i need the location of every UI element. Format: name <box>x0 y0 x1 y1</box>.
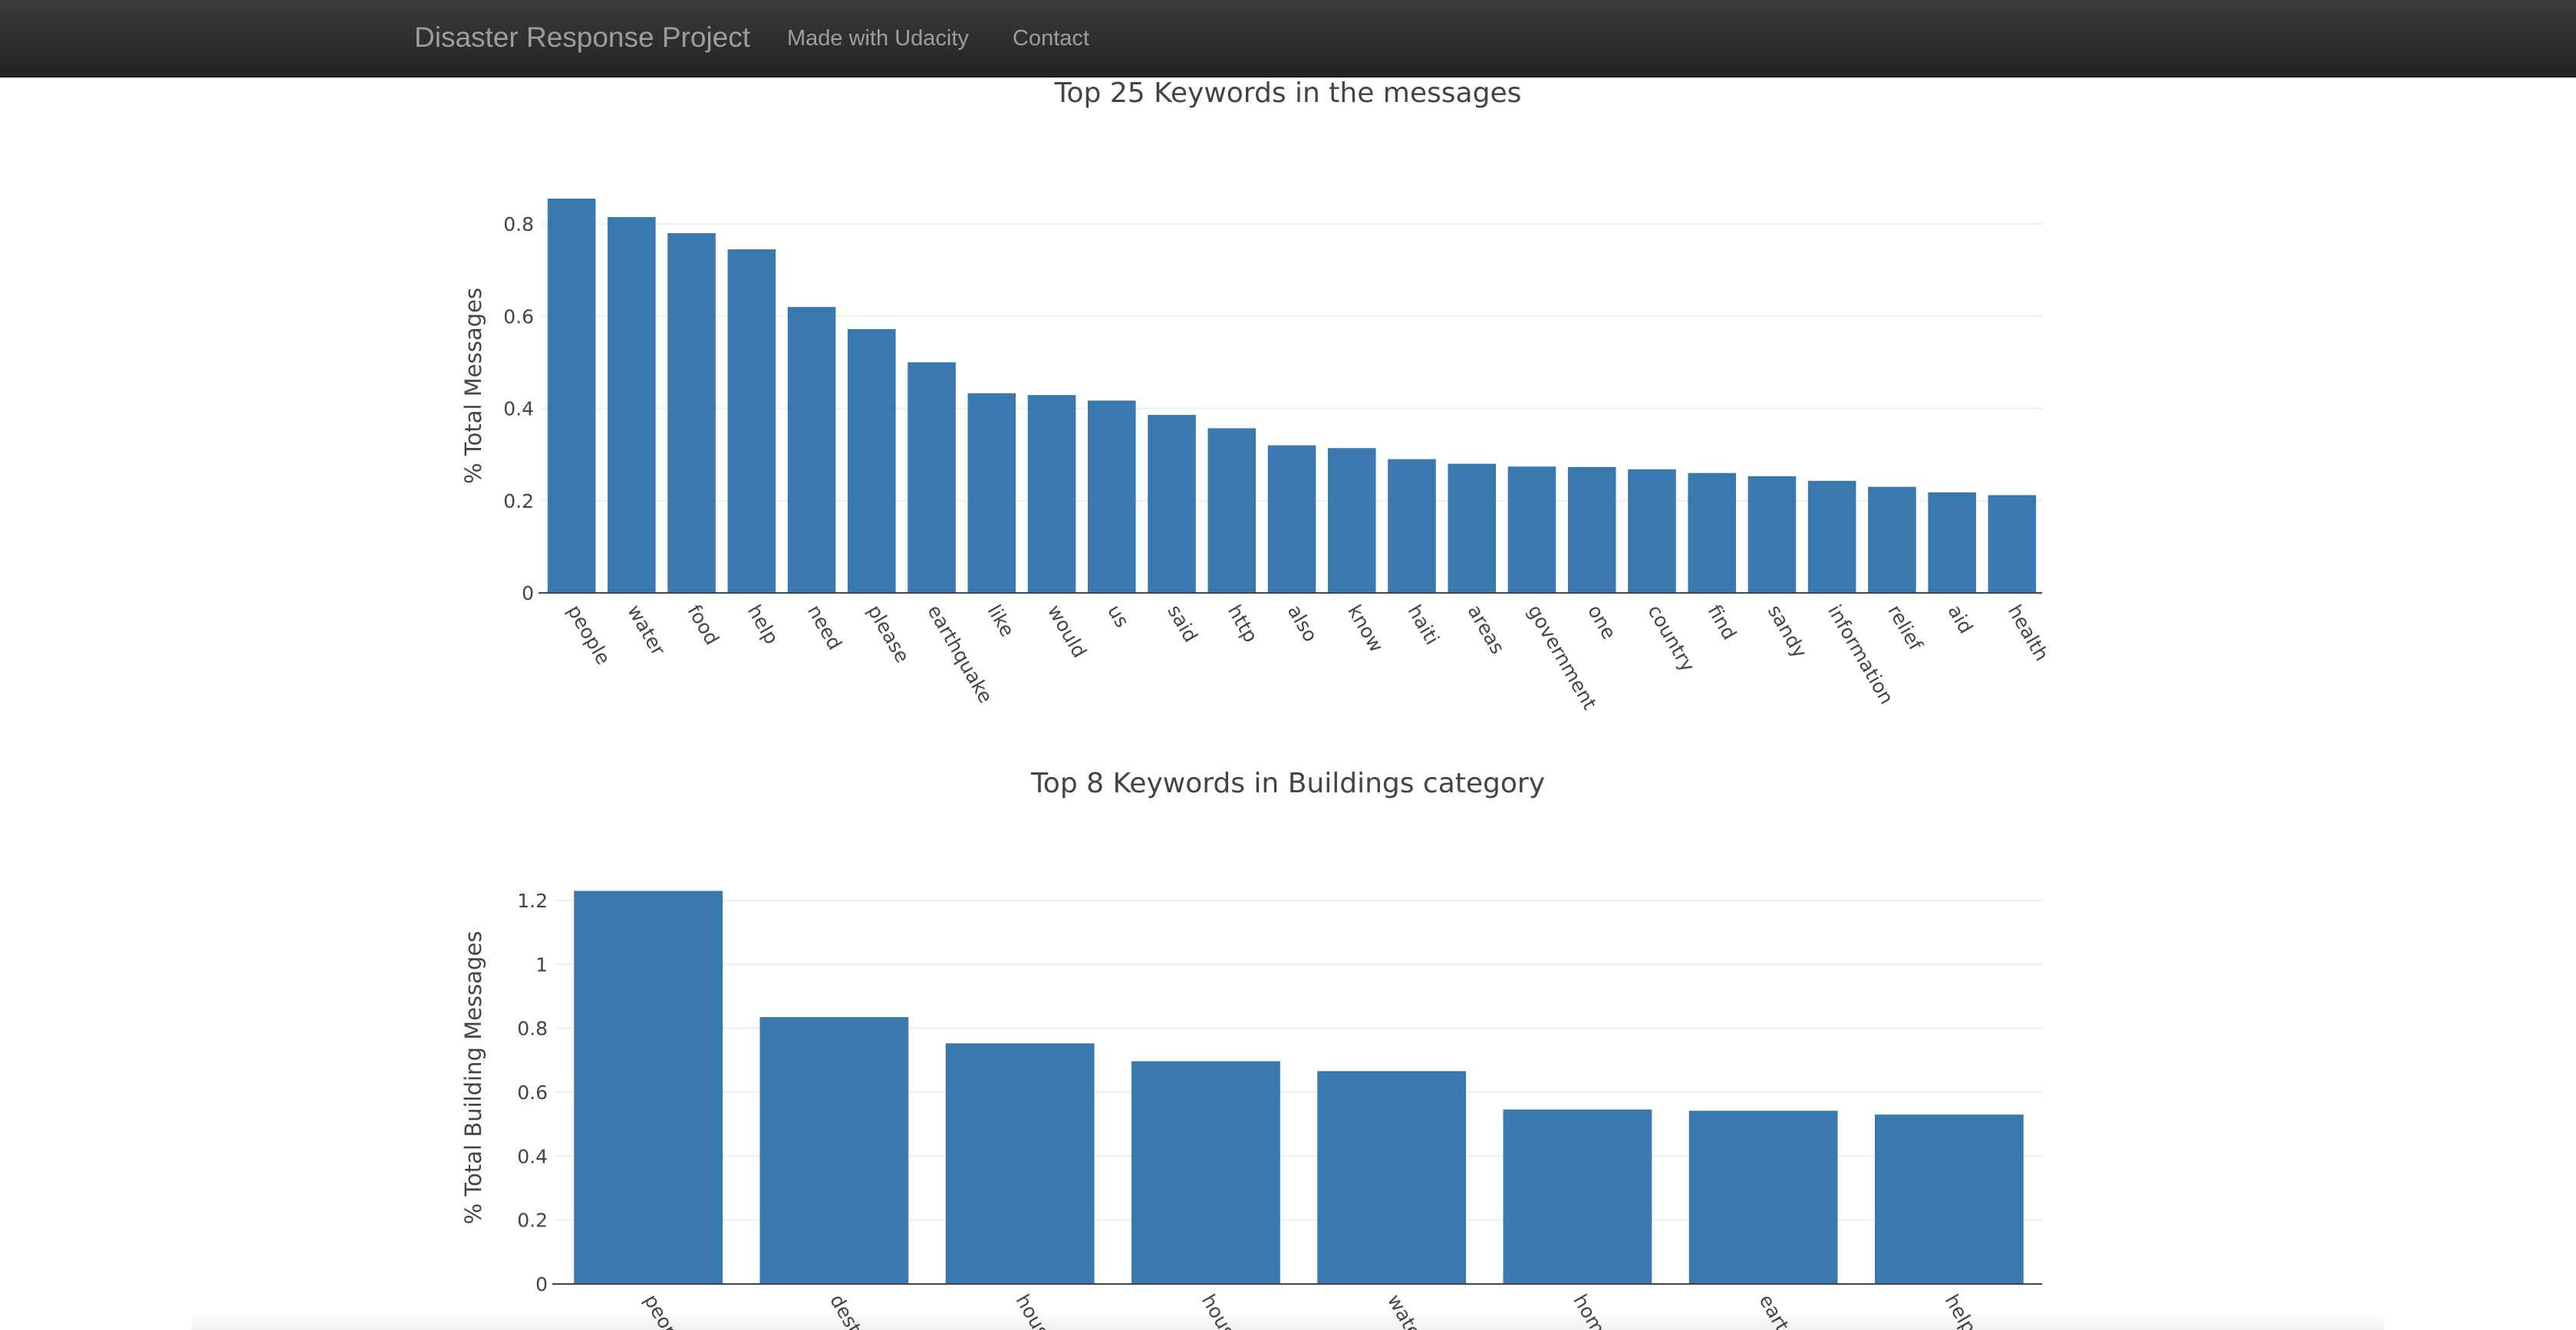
bar-please[interactable] <box>848 329 896 593</box>
x-tick-label: aid <box>1943 601 1977 638</box>
x-tick-label: food <box>683 601 723 649</box>
bar-hous[interactable] <box>945 1043 1095 1284</box>
brand-link[interactable]: Disaster Response Project <box>414 21 751 53</box>
x-tick-label: please <box>863 601 914 667</box>
bar-sandy[interactable] <box>1748 476 1797 593</box>
bars <box>574 891 2024 1285</box>
x-tick-label: country <box>1643 601 1699 676</box>
y-tick-label: 0.4 <box>517 1145 548 1167</box>
x-tick-label: water <box>623 601 670 660</box>
y-tick-labels: 0 0.2 0.4 0.6 0.8 <box>503 213 534 604</box>
bar-one[interactable] <box>1567 466 1616 593</box>
x-tick-label: one <box>1583 601 1620 644</box>
bar-need[interactable] <box>787 307 836 593</box>
y-tick-label: 0 <box>522 582 534 604</box>
y-tick-label: 0.8 <box>517 1018 548 1040</box>
bar-said[interactable] <box>1148 414 1196 593</box>
y-tick-label: 1 <box>535 953 548 976</box>
bar-information[interactable] <box>1807 480 1856 593</box>
bar-government[interactable] <box>1507 466 1556 593</box>
x-tick-label: people <box>563 601 614 669</box>
x-tick-label: areas <box>1464 601 1510 658</box>
x-tick-label: find <box>1703 601 1741 644</box>
bar-wate[interactable] <box>1317 1071 1467 1285</box>
x-tick-labels: people water food help need please earthquakel… <box>563 601 2053 714</box>
bar-know[interactable] <box>1327 448 1376 593</box>
y-tick-label: 0.2 <box>503 490 534 512</box>
bar-would[interactable] <box>1027 395 1076 593</box>
y-tick-label: 1.2 <box>517 890 548 912</box>
buildings-bar-chart: Top 8 Keywords in Buildings category % T… <box>460 768 2042 1330</box>
bar-aid[interactable] <box>1928 492 1976 593</box>
bar-also[interactable] <box>1267 445 1316 593</box>
y-axis-title: % Total Building Messages <box>460 931 486 1225</box>
bar-help[interactable] <box>1874 1114 2024 1284</box>
bar-hom[interactable] <box>1503 1109 1652 1285</box>
bar-like[interactable] <box>967 393 1016 593</box>
y-tick-label: 0.2 <box>517 1210 548 1232</box>
bars <box>547 198 2037 593</box>
bar-country[interactable] <box>1628 469 1676 593</box>
bar-help[interactable] <box>727 249 776 593</box>
nav-link-made-with-udacity[interactable]: Made with Udacity <box>787 26 969 51</box>
y-tick-label: 0 <box>535 1273 548 1295</box>
bar-peop[interactable] <box>574 891 723 1285</box>
chart-title: Top 25 Keywords in the messages <box>1054 77 1522 109</box>
x-tick-label: said <box>1163 601 1202 647</box>
bar-hous[interactable] <box>1131 1061 1280 1284</box>
x-tick-label: haiti <box>1403 601 1444 649</box>
bar-http[interactable] <box>1207 428 1257 593</box>
bar-haiti[interactable] <box>1388 459 1436 593</box>
y-tick-label: 0.6 <box>517 1081 548 1104</box>
top-navbar: Disaster Response Project Made with Udac… <box>0 0 2576 77</box>
x-tick-label: need <box>803 601 846 654</box>
y-axis-title: % Total Messages <box>460 288 486 484</box>
x-tick-label: us <box>1103 601 1134 632</box>
bar-dest[interactable] <box>759 1017 909 1284</box>
x-tick-label: relief <box>1883 601 1927 655</box>
bar-people[interactable] <box>547 198 596 593</box>
bar-food[interactable] <box>667 233 716 593</box>
bar-water[interactable] <box>608 216 656 593</box>
bar-eart[interactable] <box>1688 1111 1838 1284</box>
x-tick-label: also <box>1283 601 1322 646</box>
y-tick-label: 0.8 <box>503 213 534 235</box>
x-tick-label: know <box>1343 601 1388 657</box>
y-tick-labels: 0 0.2 0.4 0.6 0.8 1 1.2 <box>517 890 548 1295</box>
bar-areas[interactable] <box>1448 463 1497 593</box>
y-tick-label: 0.6 <box>503 305 534 328</box>
bar-find[interactable] <box>1688 472 1736 593</box>
x-tick-label: http <box>1224 601 1263 647</box>
x-tick-label: sandy <box>1764 601 1812 663</box>
x-tick-label: help <box>743 601 783 648</box>
footer-shadow <box>192 1313 2384 1330</box>
x-tick-label: would <box>1043 601 1091 662</box>
y-tick-label: 0.4 <box>503 398 534 420</box>
bar-relief[interactable] <box>1868 486 1916 593</box>
nav-link-contact[interactable]: Contact <box>1013 26 1089 51</box>
x-tick-label: like <box>983 601 1020 641</box>
keywords-bar-chart: Top 25 Keywords in the messages % Total … <box>460 77 2053 714</box>
x-tick-label: health <box>2004 601 2054 665</box>
bar-health[interactable] <box>1988 495 2037 593</box>
chart-title: Top 8 Keywords in Buildings category <box>1030 768 1545 799</box>
bar-us[interactable] <box>1087 400 1136 593</box>
bar-earthquake[interactable] <box>908 362 956 593</box>
